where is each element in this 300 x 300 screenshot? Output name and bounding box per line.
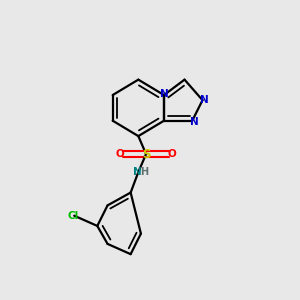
Text: O: O [116, 149, 124, 159]
Text: N: N [160, 89, 168, 99]
Text: Cl: Cl [68, 211, 79, 221]
Text: H: H [140, 167, 148, 177]
Text: O: O [168, 149, 176, 159]
Text: N: N [200, 95, 209, 105]
Text: N: N [133, 167, 142, 177]
Text: S: S [142, 148, 150, 160]
Text: N: N [190, 117, 199, 127]
